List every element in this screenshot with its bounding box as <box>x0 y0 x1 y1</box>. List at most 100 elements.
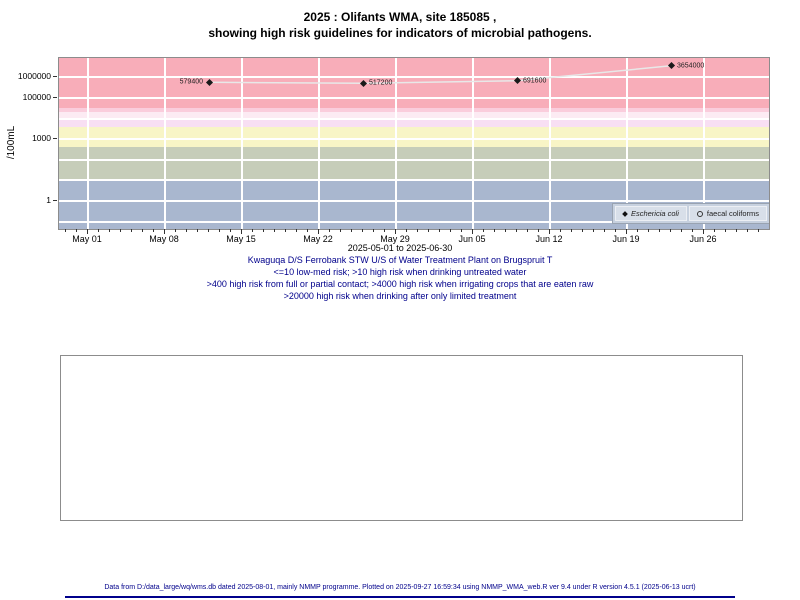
x-tick-label: Jun 12 <box>535 234 563 244</box>
v-gridline <box>87 58 89 229</box>
x-tick-label: Jun 26 <box>689 234 717 244</box>
h-gridline <box>59 138 769 141</box>
filled-diamond-icon <box>622 210 628 217</box>
y-tick <box>53 76 57 78</box>
x-tick-minor <box>109 229 110 232</box>
x-tick-major <box>626 229 627 234</box>
x-tick-minor <box>483 229 484 232</box>
x-tick-minor <box>120 229 121 232</box>
site-description-caption: Kwaguqa D/S Ferrobank STW U/S of Water T… <box>247 255 553 265</box>
x-tick-label: May 29 <box>380 234 410 244</box>
x-tick-minor <box>747 229 748 232</box>
x-tick-major <box>395 229 396 234</box>
legend-label-faecal-coliforms: faecal coliforms <box>706 209 759 218</box>
v-gridline <box>241 58 243 229</box>
x-tick-minor <box>417 229 418 232</box>
v-gridline <box>395 58 397 229</box>
y-tick <box>53 200 57 201</box>
h-gridline <box>59 200 769 202</box>
x-tick-minor <box>527 229 528 232</box>
x-tick-minor <box>296 229 297 232</box>
v-gridline <box>164 58 166 229</box>
guideline-caption-2: >400 high risk from full or partial cont… <box>206 279 594 289</box>
risk-band-band-pale-pink <box>59 112 769 119</box>
x-tick-major <box>318 229 319 234</box>
series-line-svg <box>208 65 672 85</box>
x-tick-minor <box>98 229 99 232</box>
x-tick-minor <box>351 229 352 232</box>
x-tick-label: May 22 <box>303 234 333 244</box>
x-tick-label: Jun 05 <box>458 234 486 244</box>
v-gridline <box>318 58 320 229</box>
footer-provenance-text: Data from D:/data_large/wq/wms.db dated … <box>104 584 696 591</box>
x-tick-minor <box>560 229 561 232</box>
x-tick-minor <box>76 229 77 232</box>
data-point-label: 691600 <box>523 77 547 85</box>
x-tick-minor <box>65 229 66 232</box>
x-tick-minor <box>428 229 429 232</box>
y-tick-label: 1 <box>46 195 51 205</box>
chart-title-line-1: 2025 : Olifants WMA, site 185085 , <box>303 10 497 24</box>
x-tick-minor <box>329 229 330 232</box>
x-tick-major <box>472 229 473 234</box>
x-tick-major <box>164 229 165 234</box>
x-tick-minor <box>725 229 726 232</box>
v-gridline <box>626 58 628 229</box>
h-gridline <box>59 117 769 120</box>
y-tick-label: 1000000 <box>17 71 51 82</box>
x-tick-label: May 08 <box>149 234 179 244</box>
open-circle-icon <box>696 210 703 217</box>
x-tick-minor <box>153 229 154 232</box>
x-tick-minor <box>505 229 506 232</box>
x-tick-minor <box>439 229 440 232</box>
risk-band-high-risk-irrigating <box>59 118 769 127</box>
x-tick-minor <box>670 229 671 232</box>
x-tick-minor <box>230 229 231 232</box>
h-gridline <box>59 76 769 79</box>
h-gridline <box>59 220 769 223</box>
series-line <box>208 65 672 85</box>
x-tick-minor <box>263 229 264 232</box>
x-tick-minor <box>494 229 495 232</box>
chart-legend: Eschericia coli faecal coliforms <box>611 203 769 224</box>
y-tick <box>53 97 57 98</box>
date-range-caption: 2025-05-01 to 2025-06-30 <box>347 243 453 253</box>
x-tick-minor <box>714 229 715 232</box>
y-tick-label: 1000 <box>32 133 51 144</box>
legend-label-ecoli: Eschericia coli <box>630 209 679 218</box>
x-tick-minor <box>659 229 660 232</box>
x-tick-minor <box>340 229 341 232</box>
guideline-caption-3: >20000 high risk when drinking after onl… <box>283 291 517 301</box>
x-tick-minor <box>219 229 220 232</box>
data-point-label: 579400 <box>179 78 203 86</box>
x-tick-minor <box>285 229 286 232</box>
x-tick-minor <box>571 229 572 232</box>
x-tick-major <box>703 229 704 234</box>
x-tick-minor <box>615 229 616 232</box>
risk-band-high-risk-drinking-untreated <box>59 147 769 181</box>
x-tick-label: May 15 <box>226 234 256 244</box>
x-tick-minor <box>406 229 407 232</box>
data-point-label: 3654000 <box>677 62 705 70</box>
v-gridline <box>472 58 474 229</box>
x-tick-minor <box>692 229 693 232</box>
x-tick-minor <box>362 229 363 232</box>
v-gridline <box>549 58 551 229</box>
x-tick-minor <box>307 229 308 232</box>
risk-band-band-light-pink <box>59 107 769 113</box>
x-tick-minor <box>582 229 583 232</box>
guideline-caption-1: <=10 low-med risk; >10 high risk when dr… <box>273 267 527 277</box>
x-tick-minor <box>736 229 737 232</box>
x-tick-minor <box>461 229 462 232</box>
data-point-label: 517200 <box>369 79 393 87</box>
y-tick-label: 100000 <box>22 92 51 102</box>
x-tick-minor <box>538 229 539 232</box>
h-gridline <box>59 97 769 99</box>
h-gridline <box>59 158 769 161</box>
x-tick-minor <box>681 229 682 232</box>
x-tick-minor <box>252 229 253 232</box>
x-tick-minor <box>637 229 638 232</box>
empty-panel <box>60 355 743 521</box>
x-tick-minor <box>604 229 605 232</box>
